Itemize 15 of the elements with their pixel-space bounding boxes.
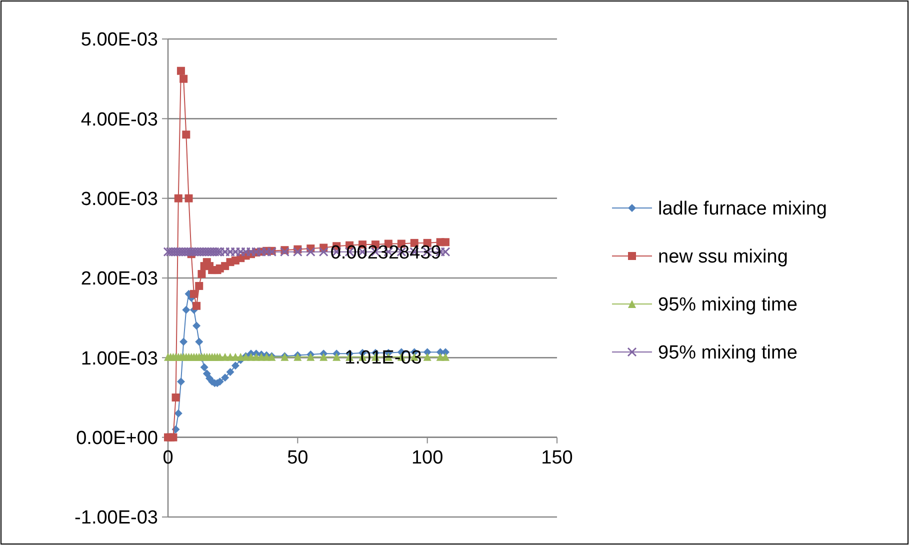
x-tick-label: 150: [541, 447, 573, 468]
y-tick-label: 0.00E+00: [76, 428, 158, 449]
x-tick-label: 50: [287, 447, 308, 468]
legend-label: 95% mixing time: [658, 294, 798, 316]
x-tick-label: 0: [162, 447, 174, 468]
y-tick-label: 3.00E-03: [80, 188, 158, 210]
y-tick-label: 1.00E-03: [80, 348, 158, 370]
x-tick-label: 100: [411, 447, 444, 468]
y-tick-label: 5.00E-03: [80, 30, 158, 51]
y-tick-label: 4.00E-03: [80, 109, 158, 130]
y-tick-label: -1.00E-03: [74, 508, 158, 529]
y-tick-label: 2.00E-03: [80, 268, 158, 290]
legend-label: 95% mixing time: [658, 342, 798, 364]
legend-label: new ssu mixing: [658, 246, 788, 268]
legend-label: ladle furnace mixing: [658, 198, 827, 220]
